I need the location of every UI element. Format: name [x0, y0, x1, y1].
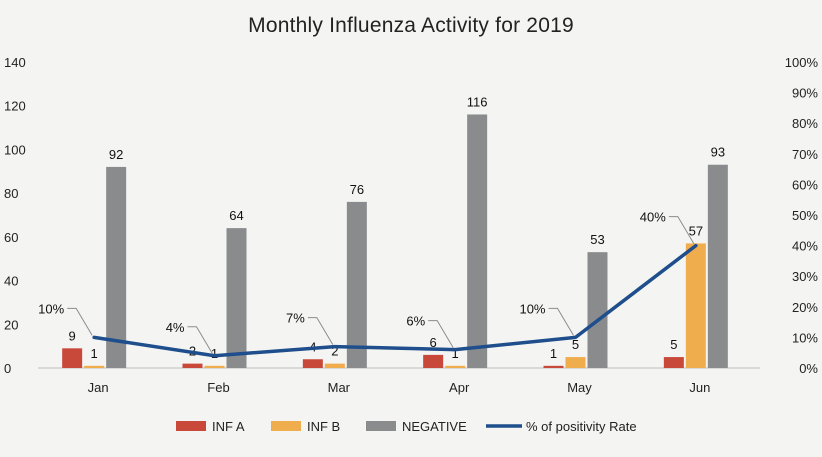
bar-inf-b: [84, 365, 105, 368]
line-data-label: 6%: [406, 314, 425, 329]
bar-data-label: 92: [109, 147, 123, 162]
y-left-tick-label: 60: [4, 230, 18, 245]
bar-data-label: 53: [590, 232, 604, 247]
bar-inf-b: [445, 365, 466, 368]
bar-data-label: 5: [572, 337, 579, 352]
bar-inf-a: [543, 365, 564, 368]
line-label-leader: [428, 320, 454, 348]
y-right-tick-label: 20%: [792, 300, 818, 315]
positivity-rate-line: [92, 243, 698, 358]
bar-data-label: 6: [430, 335, 437, 350]
bar-inf-b: [324, 363, 345, 368]
y-left-tick-label: 140: [4, 55, 26, 70]
bar-negative: [346, 201, 367, 368]
x-tick-label: Jan: [88, 380, 109, 395]
legend-swatch-negative: [366, 421, 396, 431]
bar-inf-a: [663, 357, 684, 368]
line-data-label: 7%: [286, 311, 305, 326]
bar-negative: [587, 252, 608, 368]
x-tick-label: Apr: [449, 380, 470, 395]
legend-swatch-inf-b: [271, 421, 301, 431]
bar-data-label: 116: [467, 94, 488, 109]
legend-swatch-inf-a: [176, 421, 206, 431]
bar-inf-a: [302, 359, 323, 368]
legend-label-inf-a: INF A: [212, 419, 245, 434]
legend-label--of-positivity-rate: % of positivity Rate: [526, 419, 637, 434]
bar-inf-b: [685, 243, 706, 368]
bar-data-label: 64: [229, 208, 243, 223]
bar-inf-a: [423, 354, 444, 368]
y-left-tick-label: 120: [4, 99, 26, 114]
legend-label-inf-b: INF B: [307, 419, 340, 434]
line-label-leader: [548, 307, 574, 336]
bar-data-label: 93: [711, 145, 725, 160]
bar-negative: [707, 164, 728, 368]
y-right-tick-label: 100%: [785, 55, 819, 70]
bar-data-label: 5: [670, 337, 677, 352]
chart-title: Monthly Influenza Activity for 2019: [248, 14, 574, 37]
bar-data-label: 1: [91, 346, 98, 361]
x-tick-label: Jun: [689, 380, 710, 395]
line-data-label: 10%: [519, 301, 545, 316]
bar-inf-a: [62, 348, 83, 368]
y-right-tick-label: 30%: [792, 269, 818, 284]
y-left-tick-label: 40: [4, 274, 18, 289]
bar-negative: [106, 166, 127, 368]
line-label-leader: [668, 216, 695, 244]
bar-inf-a: [182, 363, 203, 368]
bar-inf-b: [204, 365, 225, 368]
x-tick-label: May: [567, 380, 592, 395]
y-right-tick-label: 40%: [792, 239, 818, 254]
y-right-tick-label: 60%: [792, 177, 818, 192]
y-right-tick-label: 0%: [799, 361, 818, 376]
line-label-leader: [67, 307, 93, 336]
bar-negative: [226, 228, 247, 368]
bar-data-label: 9: [69, 328, 76, 343]
bar-negative: [467, 114, 488, 368]
bar-data-label: 57: [689, 223, 703, 238]
line-data-label: 40%: [640, 210, 666, 225]
y-right-tick-label: 80%: [792, 116, 818, 131]
bar-data-label: 1: [550, 346, 557, 361]
y-right-tick-label: 10%: [792, 330, 818, 345]
line-label-leader: [187, 326, 213, 355]
bar-data-label: 76: [350, 182, 364, 197]
bar-inf-b: [565, 357, 586, 368]
line-label-leader: [307, 317, 334, 345]
x-tick-label: Feb: [207, 380, 229, 395]
y-left-tick-label: 80: [4, 186, 18, 201]
bar-data-label: 1: [452, 346, 459, 361]
legend-label-negative: NEGATIVE: [402, 419, 467, 434]
y-right-tick-label: 50%: [792, 208, 818, 223]
y-right-tick-label: 70%: [792, 147, 818, 162]
x-tick-label: Mar: [328, 380, 351, 395]
line-data-label: 10%: [38, 301, 64, 316]
y-left-tick-label: 20: [4, 317, 18, 332]
y-right-tick-label: 90%: [792, 86, 818, 101]
bar-data-label: 2: [331, 344, 338, 359]
y-left-tick-label: 0: [4, 361, 11, 376]
bar-data-label: 1: [211, 346, 218, 361]
line-data-label: 4%: [166, 320, 185, 335]
y-left-tick-label: 100: [4, 142, 26, 157]
